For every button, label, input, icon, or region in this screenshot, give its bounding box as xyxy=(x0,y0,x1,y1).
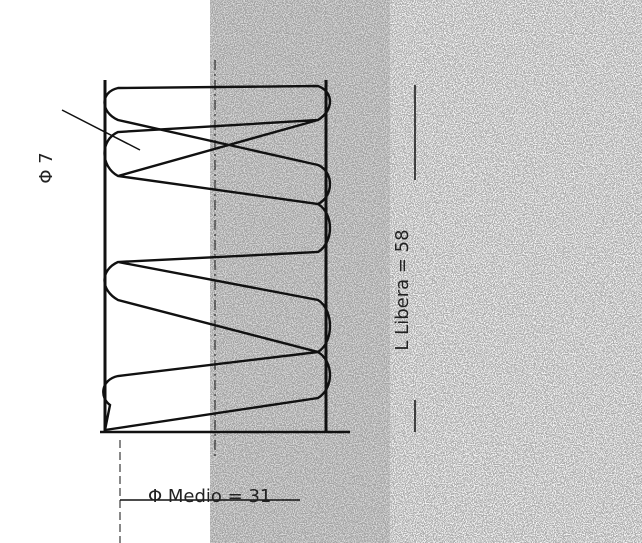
shadow xyxy=(210,0,390,543)
mean-diameter-label: Φ Medio = 31 xyxy=(148,486,271,507)
wire-diameter-label: Φ 7 xyxy=(36,152,57,183)
free-length-label: L Libera = 58 xyxy=(392,229,413,350)
wire-dim-line xyxy=(61,109,141,151)
noise xyxy=(210,0,642,543)
coils xyxy=(102,84,332,432)
spring xyxy=(61,60,416,543)
